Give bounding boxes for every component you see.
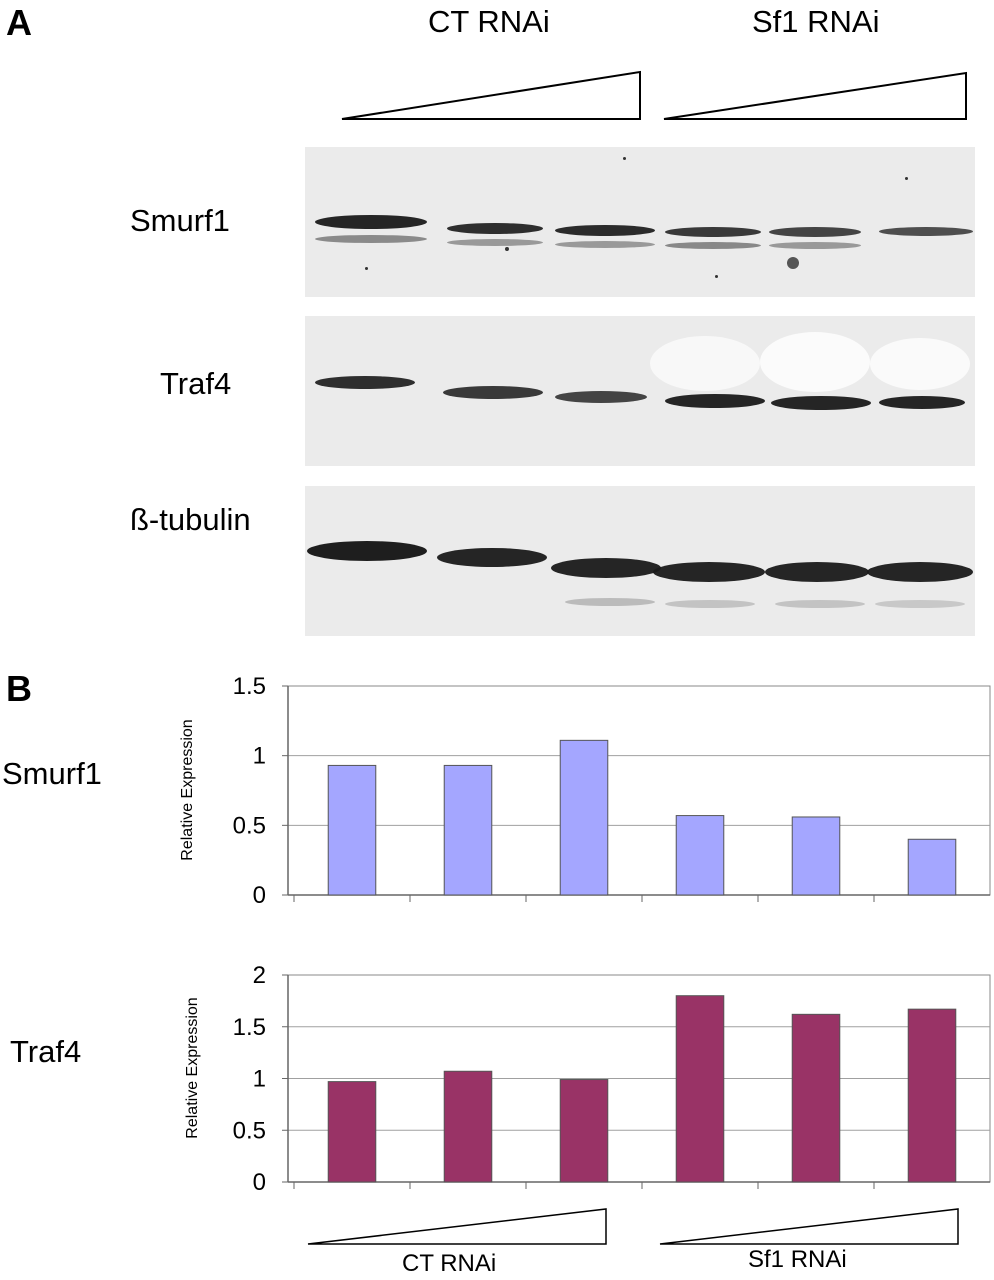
smurf1-y-tick-label: 0 bbox=[253, 882, 266, 909]
traf4-blot-label: Traf4 bbox=[160, 366, 232, 401]
sf1-wedge-bottom bbox=[659, 1208, 959, 1245]
sf1-rnai-group-label: Sf1 RNAi bbox=[752, 4, 880, 39]
smurf1-bar-CT-3 bbox=[559, 739, 609, 896]
smurf1-blot bbox=[305, 147, 975, 297]
smurf1-y-tick-label: 0.5 bbox=[233, 812, 266, 839]
traf4-y-axis-label: Relative Expression bbox=[184, 997, 201, 1138]
ct-rnai-group-label: CT RNAi bbox=[428, 4, 550, 39]
traf4-bar-CT-1 bbox=[327, 1081, 377, 1183]
traf4-bar-CT-2 bbox=[443, 1070, 493, 1183]
traf4-y-tick-label: 0.5 bbox=[233, 1117, 266, 1144]
sf1-rnai-bottom-label: Sf1 RNAi bbox=[748, 1246, 847, 1273]
traf4-y-tick-label: 1 bbox=[253, 1066, 266, 1093]
smurf1-blot-label: Smurf1 bbox=[130, 203, 230, 238]
traf4-bar-Sf1-1 bbox=[675, 995, 725, 1183]
ct-rnai-bottom-label: CT RNAi bbox=[402, 1250, 497, 1277]
traf4-bar-Sf1-3 bbox=[907, 1008, 957, 1183]
concentration-wedges-top bbox=[341, 70, 967, 120]
beta-tubulin-blot bbox=[305, 486, 975, 636]
panel-b-label: B bbox=[6, 668, 32, 709]
traf4-bar-Sf1-2 bbox=[791, 1013, 841, 1183]
smurf1-bar-Sf1-2 bbox=[791, 816, 841, 896]
smurf1-chart-row-label: Smurf1 bbox=[2, 756, 102, 791]
panel-a-label: A bbox=[6, 2, 32, 43]
smurf1-bar-Sf1-1 bbox=[675, 815, 725, 896]
smurf1-bar-chart: 0 0.5 1 1.5 Relative Expression bbox=[179, 673, 991, 909]
traf4-y-tick-label: 0 bbox=[253, 1169, 266, 1196]
traf4-blot bbox=[305, 316, 975, 466]
traf4-bar-chart: 0 0.5 1 1.5 2 Relative Expression bbox=[184, 962, 991, 1196]
ct-wedge-bottom bbox=[307, 1208, 607, 1245]
sf1-wedge-top bbox=[663, 71, 967, 120]
smurf1-bar-CT-2 bbox=[443, 764, 493, 896]
beta-tubulin-blot-label: ß-tubulin bbox=[130, 502, 251, 537]
ct-wedge-top bbox=[341, 70, 641, 120]
traf4-chart-row-label: Traf4 bbox=[10, 1034, 82, 1069]
smurf1-plot-area bbox=[287, 685, 991, 896]
smurf1-bar-Sf1-3 bbox=[907, 838, 957, 896]
smurf1-bar-CT-1 bbox=[327, 764, 377, 896]
smurf1-y-axis-label: Relative Expression bbox=[179, 719, 196, 860]
traf4-y-tick-label: 1.5 bbox=[233, 1014, 266, 1041]
smurf1-y-tick-label: 1.5 bbox=[233, 673, 266, 700]
concentration-wedges-bottom bbox=[307, 1208, 959, 1245]
traf4-y-tick-label: 2 bbox=[253, 962, 266, 989]
smurf1-y-tick-label: 1 bbox=[253, 743, 266, 770]
traf4-bar-CT-3 bbox=[559, 1079, 609, 1183]
